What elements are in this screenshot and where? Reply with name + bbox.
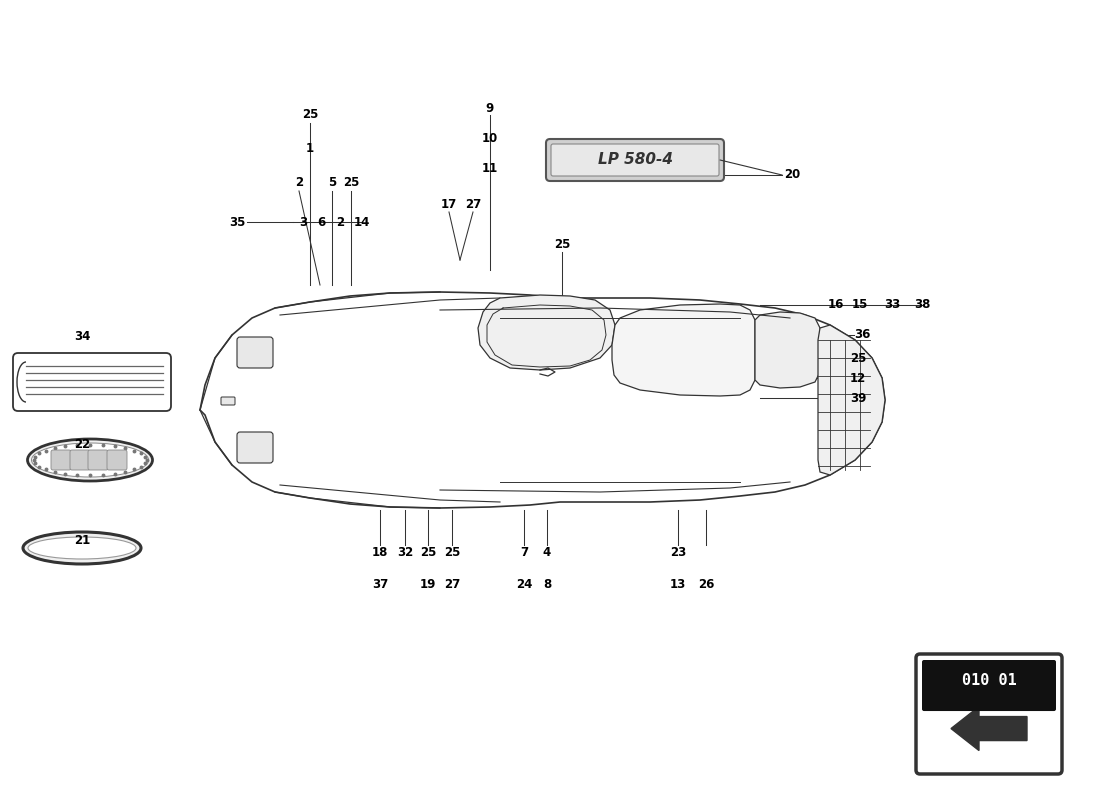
Text: 25: 25 — [443, 546, 460, 558]
FancyBboxPatch shape — [51, 450, 72, 470]
Polygon shape — [478, 295, 615, 370]
Polygon shape — [612, 304, 755, 396]
Text: 25: 25 — [343, 177, 360, 190]
Text: 37: 37 — [372, 578, 388, 591]
Text: 14: 14 — [354, 215, 371, 229]
FancyBboxPatch shape — [236, 432, 273, 463]
FancyBboxPatch shape — [221, 397, 235, 405]
Text: 18: 18 — [372, 546, 388, 558]
Text: 25: 25 — [420, 546, 437, 558]
Text: 1: 1 — [306, 142, 315, 154]
Text: 11: 11 — [482, 162, 498, 174]
FancyBboxPatch shape — [551, 144, 719, 176]
Text: 10: 10 — [482, 131, 498, 145]
Ellipse shape — [28, 439, 153, 481]
Text: 16: 16 — [828, 298, 844, 311]
FancyBboxPatch shape — [13, 353, 170, 411]
Text: 36: 36 — [854, 329, 870, 342]
Text: 010 01: 010 01 — [961, 673, 1016, 688]
FancyBboxPatch shape — [546, 139, 724, 181]
Text: LP 580-4: LP 580-4 — [597, 153, 672, 167]
Text: 38: 38 — [914, 298, 931, 311]
Polygon shape — [952, 706, 1027, 750]
Text: 12: 12 — [850, 371, 866, 385]
FancyBboxPatch shape — [236, 337, 273, 368]
Text: 2: 2 — [295, 177, 304, 190]
Text: 24: 24 — [516, 578, 532, 591]
FancyBboxPatch shape — [916, 654, 1062, 774]
Text: 9: 9 — [486, 102, 494, 114]
FancyBboxPatch shape — [922, 660, 1056, 711]
Text: eurosñares: eurosñares — [297, 386, 683, 445]
Text: 3: 3 — [299, 215, 307, 229]
Text: 7: 7 — [520, 546, 528, 558]
Text: 27: 27 — [444, 578, 460, 591]
Text: 25: 25 — [553, 238, 570, 251]
Text: 2: 2 — [336, 215, 344, 229]
FancyBboxPatch shape — [107, 450, 126, 470]
Text: 32: 32 — [397, 546, 414, 558]
Text: 21: 21 — [74, 534, 90, 546]
Text: 25: 25 — [850, 351, 866, 365]
Text: 17: 17 — [441, 198, 458, 211]
Ellipse shape — [23, 532, 141, 564]
Text: 33: 33 — [884, 298, 900, 311]
Text: 15: 15 — [851, 298, 868, 311]
Text: 23: 23 — [670, 546, 686, 558]
Text: 13: 13 — [670, 578, 686, 591]
Text: 20: 20 — [784, 169, 800, 182]
Text: a passion for parts since 1985: a passion for parts since 1985 — [290, 455, 690, 481]
FancyBboxPatch shape — [88, 450, 108, 470]
Text: 26: 26 — [697, 578, 714, 591]
Text: 8: 8 — [543, 578, 551, 591]
Text: 5: 5 — [328, 177, 337, 190]
Text: 27: 27 — [465, 198, 481, 211]
Ellipse shape — [28, 537, 136, 559]
Polygon shape — [200, 292, 886, 508]
Text: 39: 39 — [850, 391, 866, 405]
Polygon shape — [755, 312, 820, 388]
Text: 22: 22 — [74, 438, 90, 451]
Text: 4: 4 — [543, 546, 551, 558]
Polygon shape — [818, 325, 886, 475]
FancyBboxPatch shape — [70, 450, 90, 470]
Text: 6: 6 — [317, 215, 326, 229]
Text: 34: 34 — [74, 330, 90, 343]
Ellipse shape — [32, 443, 148, 477]
Text: 19: 19 — [420, 578, 437, 591]
Text: 35: 35 — [229, 215, 245, 229]
Text: 25: 25 — [301, 109, 318, 122]
